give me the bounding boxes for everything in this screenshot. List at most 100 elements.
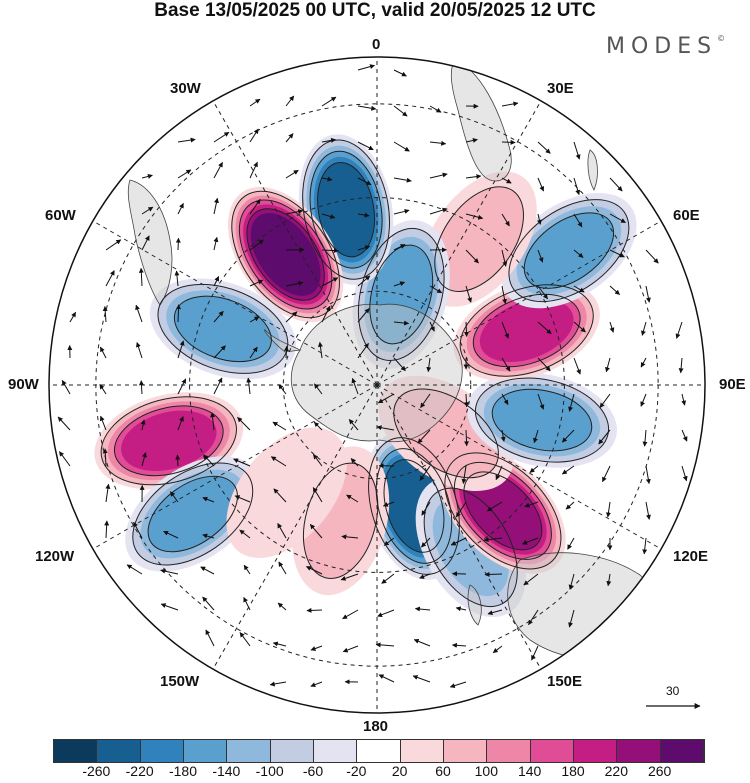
meridian-line bbox=[376, 220, 662, 386]
lon-label-30e: 30E bbox=[547, 80, 574, 97]
colorbar-swatch bbox=[573, 740, 618, 762]
wind-arrow bbox=[501, 139, 516, 145]
wind-arrow bbox=[341, 534, 359, 540]
wind-arrow bbox=[382, 501, 395, 507]
wind-arrow bbox=[645, 249, 659, 264]
wind-arrow bbox=[483, 537, 503, 543]
wind-arrow bbox=[524, 501, 539, 508]
wind-arrow bbox=[381, 573, 395, 584]
wind-arrow bbox=[321, 248, 339, 254]
wind-arrow bbox=[561, 465, 575, 475]
wind-arrow bbox=[537, 321, 552, 335]
wind-arrow bbox=[421, 537, 431, 548]
wind-arrow bbox=[104, 520, 110, 539]
colorbar bbox=[53, 739, 705, 763]
wind-arrow bbox=[501, 249, 508, 267]
wind-arrow bbox=[69, 311, 77, 323]
wind-arrow bbox=[200, 566, 215, 575]
wind-arrow bbox=[163, 530, 179, 539]
anomaly-center bbox=[149, 278, 297, 380]
latitude-circle bbox=[282, 290, 472, 480]
lon-label-60e: 60E bbox=[673, 207, 700, 224]
meridian-line bbox=[92, 220, 378, 386]
wind-arrow bbox=[285, 209, 304, 215]
colorbar-tick-label: -60 bbox=[302, 763, 324, 779]
wind-arrow bbox=[681, 429, 688, 442]
wind-arrow bbox=[105, 483, 111, 503]
lon-label-90w: 90W bbox=[8, 376, 39, 393]
wind-arrow bbox=[521, 537, 539, 545]
colorbar-swatch bbox=[357, 740, 401, 762]
wind-arrow bbox=[609, 321, 615, 333]
wind-arrow bbox=[138, 380, 144, 395]
wind-arrow bbox=[321, 176, 333, 182]
wind-arrow bbox=[455, 606, 467, 612]
wind-arrow bbox=[202, 596, 215, 611]
wind-arrow bbox=[357, 177, 372, 186]
wind-arrow bbox=[533, 429, 539, 444]
wind-arrow bbox=[105, 270, 115, 287]
wind-arrow bbox=[138, 267, 144, 287]
wind-arrow bbox=[213, 197, 219, 215]
wind-arrow bbox=[346, 494, 359, 503]
wind-arrow bbox=[537, 177, 545, 192]
wind-arrow bbox=[501, 357, 511, 372]
wind-arrow bbox=[249, 239, 264, 251]
wind-arrow bbox=[357, 212, 370, 218]
wind-arrow bbox=[681, 465, 688, 482]
wind-arrow bbox=[321, 137, 336, 143]
colorbar-tick-label: 20 bbox=[391, 763, 408, 779]
wind-arrow bbox=[461, 465, 467, 484]
wind-arrow bbox=[285, 311, 298, 323]
colorbar-swatch bbox=[227, 740, 271, 762]
wind-arrow bbox=[412, 675, 431, 683]
meridian-line bbox=[376, 384, 542, 670]
land-masses bbox=[127, 59, 657, 660]
lon-label-150e: 150E bbox=[547, 673, 583, 690]
wind-arrow bbox=[357, 275, 371, 287]
wind-arrow bbox=[429, 207, 448, 215]
wind-arrow bbox=[501, 213, 510, 227]
wind-arrow bbox=[140, 419, 146, 431]
wind-arrow bbox=[573, 321, 586, 333]
wind-arrow bbox=[243, 564, 251, 575]
wind-arrow bbox=[285, 169, 299, 179]
wind-arrow bbox=[202, 496, 215, 503]
colorbar-tick-label: 60 bbox=[435, 763, 451, 779]
wind-arrow bbox=[567, 537, 575, 550]
reference-vector: 30 bbox=[640, 684, 710, 714]
wind-arrow bbox=[141, 174, 153, 179]
wind-arrow bbox=[203, 454, 215, 467]
wind-arrow bbox=[321, 305, 331, 323]
wind-arrow bbox=[465, 249, 479, 264]
lon-label-60w: 60W bbox=[45, 207, 76, 224]
wind-arrow bbox=[393, 357, 406, 372]
lon-label-150w: 150W bbox=[160, 673, 200, 690]
wind-arrow bbox=[421, 501, 431, 516]
reference-vector-label: 30 bbox=[666, 684, 680, 698]
wind-arrow bbox=[500, 429, 506, 442]
wind-arrow bbox=[609, 177, 623, 192]
wind-arrow bbox=[640, 393, 647, 407]
wind-arrow bbox=[377, 393, 395, 404]
wind-arrow bbox=[213, 236, 219, 251]
meridian-line bbox=[212, 384, 378, 670]
wind-arrow bbox=[429, 140, 447, 146]
new-zealand-land bbox=[467, 584, 482, 626]
colorbar-swatch bbox=[660, 740, 704, 762]
wind-arrow bbox=[565, 501, 575, 510]
wind-arrow bbox=[376, 425, 395, 431]
anomaly-contour bbox=[100, 396, 238, 486]
wind-arrow bbox=[484, 571, 503, 577]
colorbar-tick-label: -220 bbox=[125, 763, 154, 779]
wind-arrow bbox=[377, 609, 395, 618]
wind-arrow bbox=[249, 98, 261, 107]
wind-arrow bbox=[417, 429, 431, 444]
map-boundary bbox=[48, 56, 706, 714]
wind-arrow bbox=[312, 487, 323, 503]
colorbar-tick-label: -140 bbox=[212, 763, 241, 779]
colorbar-swatch bbox=[183, 740, 228, 762]
wind-arrow bbox=[213, 276, 220, 287]
wind-arrow bbox=[249, 128, 259, 143]
wind-arrow bbox=[414, 606, 431, 612]
